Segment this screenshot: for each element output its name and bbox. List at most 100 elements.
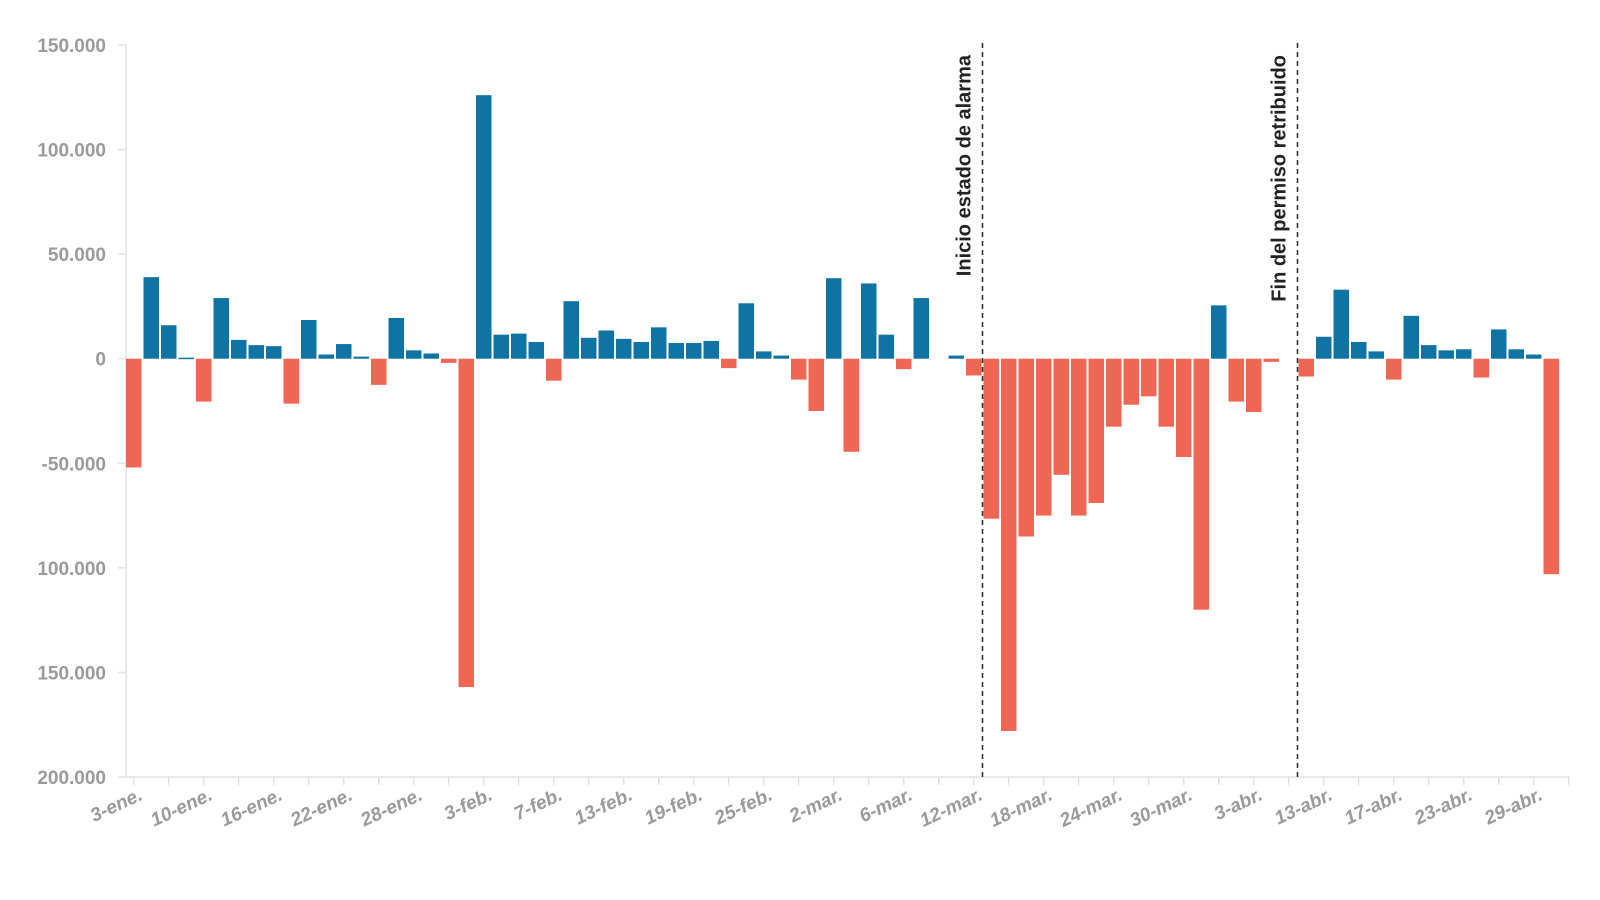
annotations: Inicio estado de alarma Fin del permiso r…	[954, 43, 1299, 777]
bar	[1158, 358, 1174, 427]
bar	[1526, 354, 1542, 359]
bar	[441, 358, 457, 363]
bar	[1491, 329, 1507, 359]
bar	[861, 283, 877, 359]
bar	[1386, 358, 1402, 380]
bar	[231, 339, 247, 359]
bar	[598, 330, 614, 359]
bar	[1421, 345, 1437, 359]
annotation-label: Inicio estado de alarma	[954, 54, 976, 276]
y-tick-label: 0	[95, 350, 106, 371]
x-tick-label: 24-mar.	[1056, 784, 1126, 832]
y-axis-ticks: 150.000 100.000 50.000 0 -50.000 100.000 150.0…	[37, 36, 126, 789]
x-tick-label: 25-feb.	[711, 784, 776, 829]
y-tick-label: -50.000	[42, 454, 106, 475]
bar	[1316, 336, 1332, 359]
bar	[1456, 349, 1472, 359]
x-tick-label: 22-ene.	[287, 784, 356, 831]
x-tick-label: 30-mar.	[1127, 784, 1196, 831]
x-tick-label: 28-ene.	[357, 784, 426, 831]
bar	[616, 338, 632, 359]
bar	[1211, 305, 1227, 359]
x-tick-label: 29-abr.	[1481, 784, 1546, 829]
bar	[966, 358, 982, 376]
bar	[563, 301, 579, 359]
bar	[773, 355, 789, 359]
x-tick-label: 3-feb.	[441, 784, 496, 824]
bar	[1001, 358, 1017, 731]
bar	[178, 357, 194, 360]
bar	[1176, 358, 1192, 458]
bar	[1351, 341, 1367, 359]
bar	[318, 354, 334, 359]
bar	[283, 358, 299, 404]
x-tick-label: 18-mar.	[987, 784, 1056, 831]
x-tick-label: 13-abr.	[1271, 784, 1335, 829]
bar	[1123, 358, 1139, 405]
x-tick-label: 3-abr.	[1211, 784, 1266, 824]
x-axis-ticks: 3-ene. 10-ene. 16-ene. 22-ene. 28-ene. 3-feb.…	[87, 777, 1570, 832]
x-tick-label: 23-abr.	[1411, 784, 1476, 829]
bar	[213, 298, 229, 359]
x-tick-label: 3-ene.	[87, 784, 146, 826]
x-tick-label: 12-mar.	[917, 784, 986, 831]
annotation-label: Fin del permiso retribuido	[1269, 55, 1291, 302]
bar	[686, 343, 702, 359]
x-tick-label: 7-feb.	[511, 784, 566, 824]
bar	[1193, 358, 1209, 610]
bar	[196, 358, 212, 402]
x-tick-label: 6-mar.	[856, 784, 916, 827]
bar	[353, 356, 369, 359]
x-tick-label: 2-mar.	[785, 784, 846, 827]
bar	[756, 351, 772, 359]
bar	[1333, 289, 1349, 359]
bar	[948, 355, 964, 359]
bar	[808, 358, 824, 411]
bar	[826, 278, 842, 359]
bars	[126, 95, 1559, 731]
x-tick-label: 13-feb.	[571, 784, 635, 829]
bar	[1036, 358, 1052, 516]
bar	[738, 303, 754, 359]
bar	[511, 333, 527, 359]
y-tick-label: 200.000	[37, 768, 106, 789]
y-tick-label: 150.000	[37, 36, 106, 57]
bar	[528, 341, 544, 359]
bar	[633, 341, 649, 359]
bar	[1071, 358, 1087, 516]
y-tick-label: 150.000	[37, 663, 106, 684]
bar	[143, 277, 159, 359]
bar	[476, 95, 492, 359]
bar	[1543, 358, 1559, 575]
x-tick-label: 17-abr.	[1341, 784, 1405, 829]
x-tick-label: 19-feb.	[641, 784, 705, 829]
bar	[336, 344, 352, 359]
y-tick-label: 100.000	[37, 141, 106, 162]
bar	[581, 337, 597, 359]
bar	[458, 358, 474, 688]
bar	[1263, 358, 1279, 362]
bar	[1228, 358, 1244, 402]
bar	[703, 340, 719, 359]
bar	[1438, 350, 1454, 359]
bar	[493, 334, 509, 359]
bar	[301, 320, 317, 359]
bar	[983, 358, 999, 519]
bar	[406, 350, 422, 359]
bar	[1403, 315, 1419, 359]
y-tick-label: 50.000	[48, 245, 106, 266]
bar	[1088, 358, 1104, 504]
bar	[126, 358, 142, 468]
bar	[266, 346, 282, 359]
bar	[721, 358, 737, 369]
bar	[1018, 358, 1034, 537]
bar	[1368, 351, 1384, 359]
bar	[161, 325, 177, 359]
bar	[651, 327, 667, 359]
bar	[878, 334, 894, 359]
bar	[1508, 349, 1524, 359]
x-tick-label: 10-ene.	[148, 784, 216, 831]
bar	[1298, 358, 1314, 377]
bar	[913, 298, 929, 359]
